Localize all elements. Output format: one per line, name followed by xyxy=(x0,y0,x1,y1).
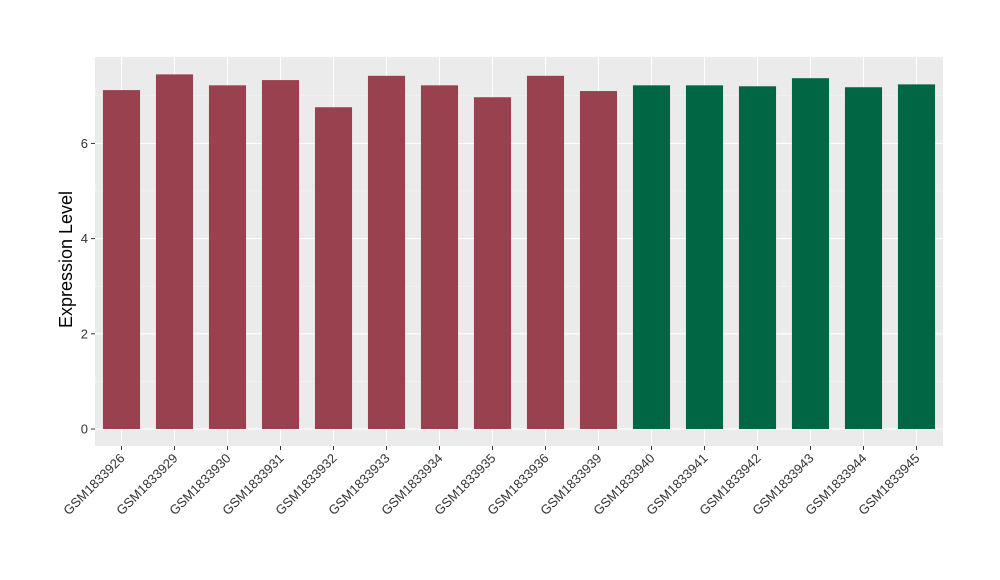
y-tick-label: 4 xyxy=(81,231,88,246)
bar-GSM1833934 xyxy=(420,85,459,429)
bar-GSM1833935 xyxy=(473,97,512,429)
bar-GSM1833942 xyxy=(738,86,777,429)
y-tick-label: 6 xyxy=(81,136,88,151)
bar-GSM1833926 xyxy=(102,90,141,429)
bar-GSM1833945 xyxy=(897,84,936,429)
bars xyxy=(102,74,936,430)
bar-GSM1833933 xyxy=(367,75,406,430)
bar-GSM1833931 xyxy=(261,80,300,429)
y-tick-label: 0 xyxy=(81,422,88,437)
bar-GSM1833940 xyxy=(632,85,671,429)
y-axis: 0 2 4 6 xyxy=(81,136,95,437)
bar-GSM1833943 xyxy=(791,78,830,430)
y-tick-label: 2 xyxy=(81,326,88,341)
x-axis: GSM1833926GSM1833929GSM1833930GSM1833931… xyxy=(60,446,923,518)
bar-GSM1833939 xyxy=(579,91,618,429)
bar-GSM1833936 xyxy=(526,75,565,430)
bar-GSM1833941 xyxy=(685,85,724,429)
bar-GSM1833944 xyxy=(844,87,883,430)
bar-GSM1833932 xyxy=(314,107,353,429)
bar-GSM1833929 xyxy=(155,74,194,429)
y-axis-title: Expression Level xyxy=(56,191,76,328)
bar-GSM1833930 xyxy=(208,85,247,429)
